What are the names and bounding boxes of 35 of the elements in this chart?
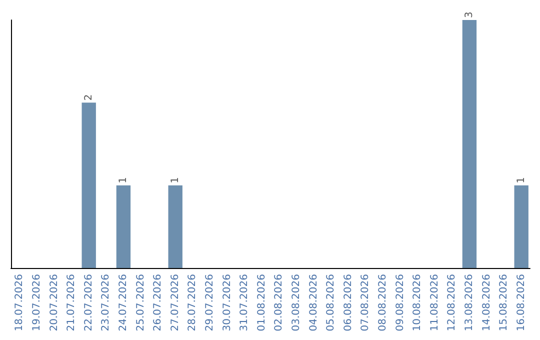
x-tick-label: 25.07.2026 [135, 274, 146, 332]
x-tick-label: 12.08.2026 [446, 274, 458, 332]
x-tick-label: 26.07.2026 [152, 274, 164, 332]
data-label: 1 [516, 176, 527, 184]
x-tick-label: 09.08.2026 [394, 274, 406, 332]
x-tick-label: 14.08.2026 [481, 274, 492, 332]
x-tick-label: 20.07.2026 [48, 274, 60, 332]
x-tick-label: 22.07.2026 [83, 274, 94, 332]
x-tick-label: 18.07.2026 [14, 274, 26, 332]
x-tick-label: 07.08.2026 [360, 274, 372, 332]
x-tick-label: 28.07.2026 [187, 274, 198, 332]
x-tick-label: 31.07.2026 [239, 274, 250, 332]
x-tick-label: 21.07.2026 [66, 274, 78, 332]
x-tick-label: 23.07.2026 [100, 274, 112, 332]
x-tick-label: 13.08.2026 [464, 274, 475, 332]
x-tick-label: 29.07.2026 [204, 274, 216, 332]
x-tick-label: 10.08.2026 [412, 274, 424, 332]
x-tick-label: 01.08.2026 [256, 274, 268, 332]
x-tick-label: 27.07.2026 [170, 274, 181, 332]
x-tick-label: 08.08.2026 [377, 274, 388, 332]
x-tick-label: 11.08.2026 [429, 274, 440, 332]
x-tick-label: 15.08.2026 [498, 274, 510, 332]
x-tick-label: 16.08.2026 [516, 274, 527, 332]
x-tick-label: 04.08.2026 [308, 274, 320, 332]
data-label: 3 [464, 12, 475, 18]
x-tick-label: 02.08.2026 [274, 274, 285, 332]
data-label: 1 [118, 176, 129, 184]
data-label: 1 [170, 176, 181, 184]
x-tick-label: 05.08.2026 [326, 274, 337, 332]
x-tick-label: 06.08.2026 [342, 274, 354, 332]
x-tick-label: 19.07.2026 [31, 274, 42, 332]
x-tick-label: 24.07.2026 [118, 274, 129, 332]
data-label: 2 [83, 94, 94, 101]
x-tick-label: 30.07.2026 [222, 274, 233, 332]
x-tick-label: 03.08.2026 [290, 274, 302, 332]
